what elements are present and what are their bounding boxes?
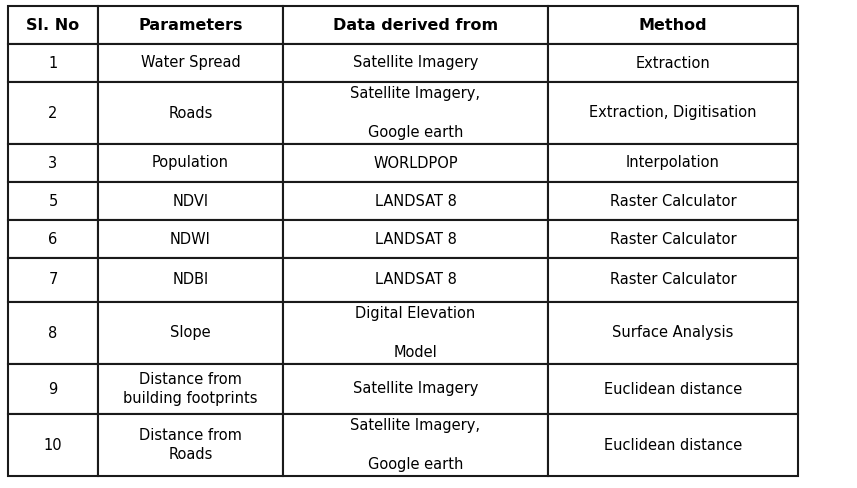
Bar [283,258,548,302]
Text: Data derived from: Data derived from [333,18,498,33]
Bar [283,82,548,144]
Text: LANDSAT 8: LANDSAT 8 [375,272,457,287]
Text: Digital Elevation

Model: Digital Elevation Model [356,305,476,360]
Text: Euclidean distance: Euclidean distance [604,438,742,452]
Bar [548,302,798,364]
Text: Extraction, Digitisation: Extraction, Digitisation [590,105,757,121]
Bar [98,44,283,82]
Text: Interpolation: Interpolation [626,156,720,170]
Bar [548,144,798,182]
Bar [98,302,283,364]
Text: Distance from
Roads: Distance from Roads [139,427,242,463]
Text: 5: 5 [48,194,57,208]
Bar [8,144,98,182]
Bar [283,364,548,414]
Text: NDWI: NDWI [170,231,211,246]
Bar [548,182,798,220]
Text: LANDSAT 8: LANDSAT 8 [375,231,457,246]
Bar [548,82,798,144]
Bar [548,258,798,302]
Text: 3: 3 [49,156,57,170]
Text: Euclidean distance: Euclidean distance [604,382,742,396]
Bar [283,6,548,44]
Bar [8,258,98,302]
Text: NDBI: NDBI [172,272,208,287]
Bar [8,6,98,44]
Bar [98,182,283,220]
Text: NDVI: NDVI [172,194,208,208]
Bar [8,44,98,82]
Text: 10: 10 [44,438,63,452]
Bar [283,44,548,82]
Bar [8,82,98,144]
Bar [283,144,548,182]
Text: Raster Calculator: Raster Calculator [609,194,736,208]
Text: Extraction: Extraction [636,56,710,70]
Bar [283,414,548,476]
Bar [548,414,798,476]
Bar [98,258,283,302]
Bar [8,182,98,220]
Bar [98,414,283,476]
Bar [283,182,548,220]
Bar [548,364,798,414]
Bar [98,82,283,144]
Bar [8,414,98,476]
Text: Population: Population [152,156,229,170]
Bar [98,144,283,182]
Bar [548,220,798,258]
Text: Sl. No: Sl. No [27,18,80,33]
Bar [548,6,798,44]
Text: 8: 8 [48,325,57,341]
Text: Water Spread: Water Spread [141,56,240,70]
Text: LANDSAT 8: LANDSAT 8 [375,194,457,208]
Bar [283,220,548,258]
Bar [98,364,283,414]
Text: Satellite Imagery,

Google earth: Satellite Imagery, Google earth [351,418,481,472]
Text: Method: Method [638,18,707,33]
Text: Raster Calculator: Raster Calculator [609,231,736,246]
Bar [98,220,283,258]
Bar [98,6,283,44]
Text: 9: 9 [48,382,57,396]
Text: Roads: Roads [168,105,213,121]
Text: Distance from
building footprints: Distance from building footprints [123,371,258,407]
Text: Parameters: Parameters [138,18,243,33]
Text: Raster Calculator: Raster Calculator [609,272,736,287]
Text: 6: 6 [48,231,57,246]
Text: Satellite Imagery: Satellite Imagery [353,382,478,396]
Bar [548,44,798,82]
Bar [283,302,548,364]
Text: WORLDPOP: WORLDPOP [373,156,458,170]
Bar [8,220,98,258]
Text: Satellite Imagery: Satellite Imagery [353,56,478,70]
Bar [8,302,98,364]
Bar [8,364,98,414]
Text: 1: 1 [48,56,57,70]
Text: 2: 2 [48,105,57,121]
Text: Surface Analysis: Surface Analysis [612,325,734,341]
Text: Slope: Slope [171,325,211,341]
Text: Satellite Imagery,

Google earth: Satellite Imagery, Google earth [351,86,481,141]
Text: 7: 7 [48,272,57,287]
